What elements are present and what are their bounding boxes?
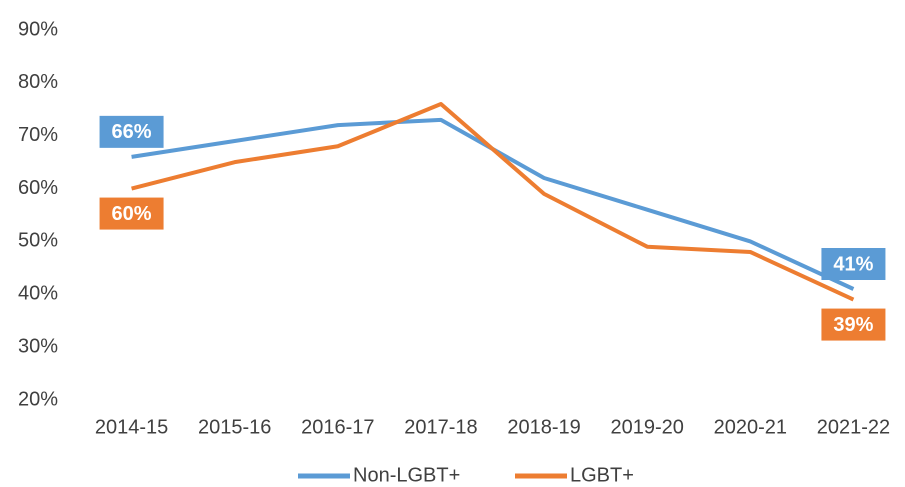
y-tick-label: 30% — [18, 335, 58, 357]
y-tick-label: 20% — [18, 388, 58, 410]
data-label-box — [99, 115, 164, 148]
x-tick-label: 2018-19 — [507, 416, 580, 438]
legend-label: LGBT+ — [570, 464, 634, 486]
x-tick-label: 2017-18 — [404, 416, 477, 438]
x-tick-label: 2021-22 — [817, 416, 890, 438]
x-tick-label: 2016-17 — [301, 416, 374, 438]
data-label-box — [821, 248, 886, 280]
y-tick-label: 40% — [18, 283, 58, 305]
data-label-box — [99, 197, 164, 230]
series-line — [131, 117, 855, 291]
y-tick-label: 60% — [18, 177, 58, 199]
data-label: 41% — [833, 253, 873, 275]
y-tick-label: 80% — [18, 71, 58, 93]
data-label: 39% — [833, 314, 873, 336]
y-tick-label: 90% — [18, 18, 58, 40]
x-tick-label: 2014-15 — [95, 416, 168, 438]
y-tick-label: 50% — [18, 230, 58, 252]
data-label: 60% — [112, 203, 152, 225]
data-label: 66% — [112, 121, 152, 143]
legend-label: Non-LGBT+ — [353, 464, 460, 486]
x-tick-label: 2019-20 — [610, 416, 683, 438]
series-line — [131, 102, 855, 302]
data-label-box — [821, 308, 886, 341]
y-tick-label: 70% — [18, 124, 58, 146]
x-tick-label: 2015-16 — [198, 416, 271, 438]
x-tick-label: 2020-21 — [714, 416, 787, 438]
